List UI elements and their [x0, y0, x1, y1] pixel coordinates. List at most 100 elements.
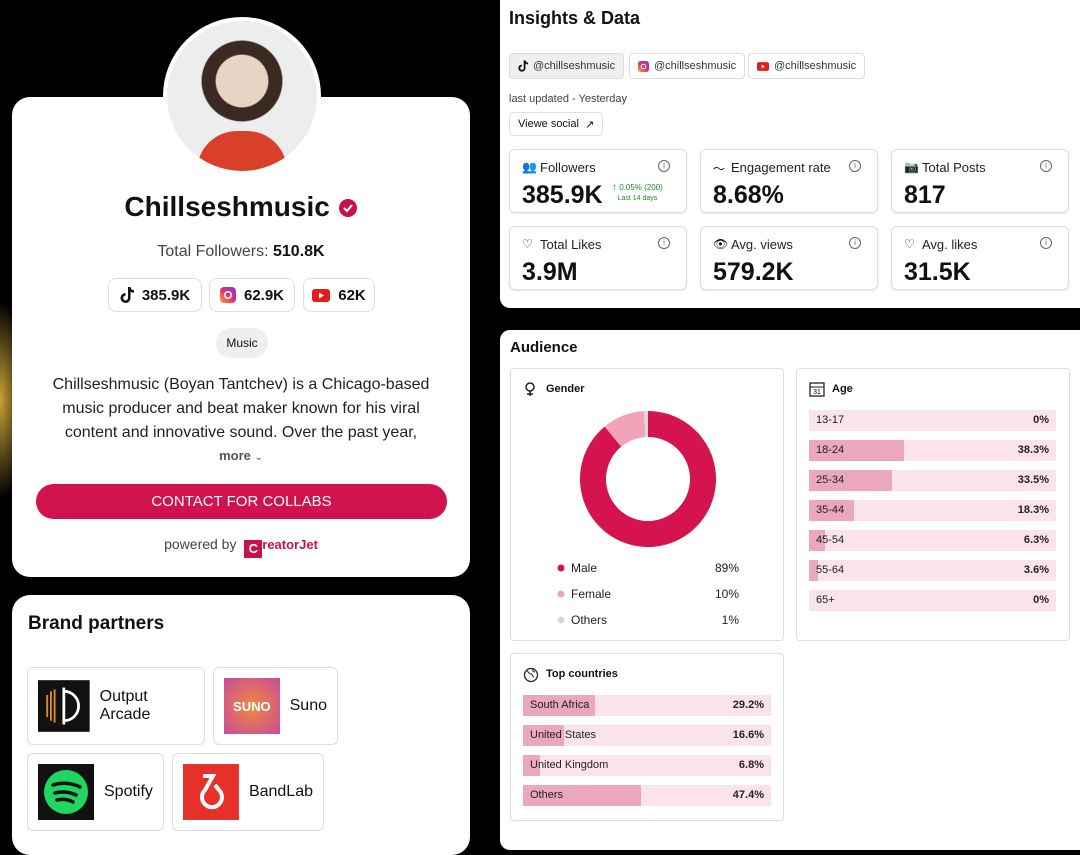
legend-dot — [557, 616, 565, 624]
instagram-pill[interactable]: 62.9K — [209, 278, 295, 312]
brand-item[interactable]: Output Arcade — [27, 667, 205, 745]
more-link[interactable]: more ⌄ — [12, 448, 470, 463]
stat-value: 3.9M — [522, 258, 578, 286]
bar-label: 35-44 — [816, 504, 845, 516]
name-text: Chillseshmusic — [124, 191, 330, 222]
brand-text: reatorJet — [262, 537, 318, 552]
bar-track: 18-24 38.3% — [809, 440, 1056, 461]
stat-value: 31.5K — [904, 258, 971, 286]
tiktok-pill[interactable]: 385.9K — [108, 278, 202, 312]
stat-icon: ♡ — [522, 237, 533, 251]
bar-track: United Kingdom 6.8% — [523, 755, 771, 776]
youtube-handle[interactable]: @chillseshmusic — [748, 53, 866, 79]
donut-slice — [604, 411, 646, 447]
info-icon: i — [1040, 160, 1052, 172]
bar-fill — [809, 530, 825, 551]
followers-change: ↑ 0.05% (200) Last 14 days — [612, 182, 663, 202]
instagram-icon — [638, 60, 649, 72]
stat-icon: 👁 — [713, 237, 729, 251]
shirt — [197, 131, 287, 171]
bar-label: United Kingdom — [530, 759, 609, 771]
bar-fill — [809, 440, 904, 461]
bar-value: 0% — [1033, 594, 1049, 606]
stat-value: 385.9K — [522, 181, 603, 209]
more-text: more — [219, 448, 251, 463]
stat-card: 👁 Avg. views 579.2K i — [700, 226, 878, 290]
total-followers: Total Followers: 510.8K — [12, 243, 470, 261]
youtube-pill[interactable]: 62K — [303, 278, 375, 312]
bar-value: 18.3% — [1017, 504, 1049, 516]
bar-track: South Africa 29.2% — [523, 695, 771, 716]
bar-fill — [523, 755, 540, 776]
stat-value: 579.2K — [713, 258, 794, 286]
stat-label: Engagement rate — [731, 160, 831, 175]
stat-value: 817 — [904, 181, 946, 209]
tiktok-handle[interactable]: @chillseshmusic — [509, 53, 625, 79]
handle-text: @chillseshmusic — [654, 60, 737, 72]
brand-name: Spotify — [104, 783, 153, 800]
profile-name: Chillseshmusic — [12, 191, 470, 223]
bar-fill — [809, 470, 892, 491]
tiktok-icon — [518, 60, 528, 72]
bar-fill — [809, 560, 818, 581]
donut-slice — [580, 411, 716, 547]
bar-value: 6.8% — [738, 759, 764, 771]
tiktok-icon — [120, 287, 134, 303]
brand-item[interactable]: SUNO Suno — [213, 667, 338, 745]
handle-text: @chillseshmusic — [533, 60, 616, 72]
bar-label: 25-34 — [816, 474, 845, 486]
brand-item[interactable]: BandLab — [172, 753, 324, 831]
gender-box: Gender Male 89% Female 10% Others 1% — [510, 368, 784, 641]
bar-label: 45-54 — [816, 534, 845, 546]
last-updated: last updated - Yesterday — [509, 93, 628, 105]
bar-value: 16.6% — [732, 729, 764, 741]
output-logo — [38, 680, 90, 732]
bar-label: 65+ — [816, 594, 835, 606]
youtube-icon — [312, 288, 331, 302]
legend-value: 1% — [722, 613, 740, 627]
legend-value: 89% — [715, 561, 739, 575]
logo-box: C — [244, 540, 263, 558]
bar-track: 25-34 33.5% — [809, 470, 1056, 491]
bar-value: 3.6% — [1023, 564, 1049, 576]
stat-label: Avg. views — [731, 237, 793, 252]
bar-value: 38.3% — [1017, 444, 1049, 456]
bar-track: 65+ 0% — [809, 590, 1056, 611]
bar-label: 13-17 — [816, 414, 845, 426]
handle-text: @chillseshmusic — [774, 60, 857, 72]
legend-value: 10% — [715, 587, 739, 601]
bar-value: 6.3% — [1023, 534, 1049, 546]
powered-text: powered by — [164, 536, 237, 552]
instagram-icon — [219, 287, 236, 303]
category-tag: Music — [216, 328, 268, 358]
brand-item[interactable]: Spotify — [27, 753, 164, 831]
stat-card: 👥 Followers 385.9K i — [509, 149, 687, 213]
suno-logo: SUNO — [224, 678, 280, 734]
bar-fill — [523, 725, 565, 746]
avatar — [163, 17, 321, 175]
verified-badge — [338, 199, 357, 217]
bar-track: United States 16.6% — [523, 725, 771, 746]
view-social[interactable]: Viewe social ↗ — [509, 112, 604, 136]
bar-track: 35-44 18.3% — [809, 500, 1056, 521]
info-icon: i — [658, 160, 670, 172]
stat-value: 8.68% — [713, 181, 784, 209]
insights-title: Insights & Data — [509, 8, 641, 28]
legend-dot — [557, 590, 565, 598]
stat-label: Avg. likes — [922, 237, 978, 252]
brand-name: Suno — [289, 697, 327, 714]
period-text: Last 14 days — [617, 195, 658, 202]
instagram-handle[interactable]: @chillseshmusic — [629, 53, 746, 79]
followers-label: Total Followers: — [157, 243, 269, 260]
cta-button[interactable]: CONTACT FOR COLLABS — [36, 484, 447, 519]
countries-box: Top countries South Africa 29.2% United St… — [510, 653, 784, 821]
bandlab-logo — [183, 764, 239, 820]
legend-dot — [557, 564, 565, 572]
bar-fill — [523, 785, 641, 806]
globe-icon — [523, 667, 539, 683]
count: 385.9K — [141, 286, 191, 304]
age-box: 31 Age 13-17 0% 18-24 38.3% 25-34 33.5% 35-44 1… — [796, 368, 1070, 641]
stat-label: Followers — [540, 160, 596, 175]
